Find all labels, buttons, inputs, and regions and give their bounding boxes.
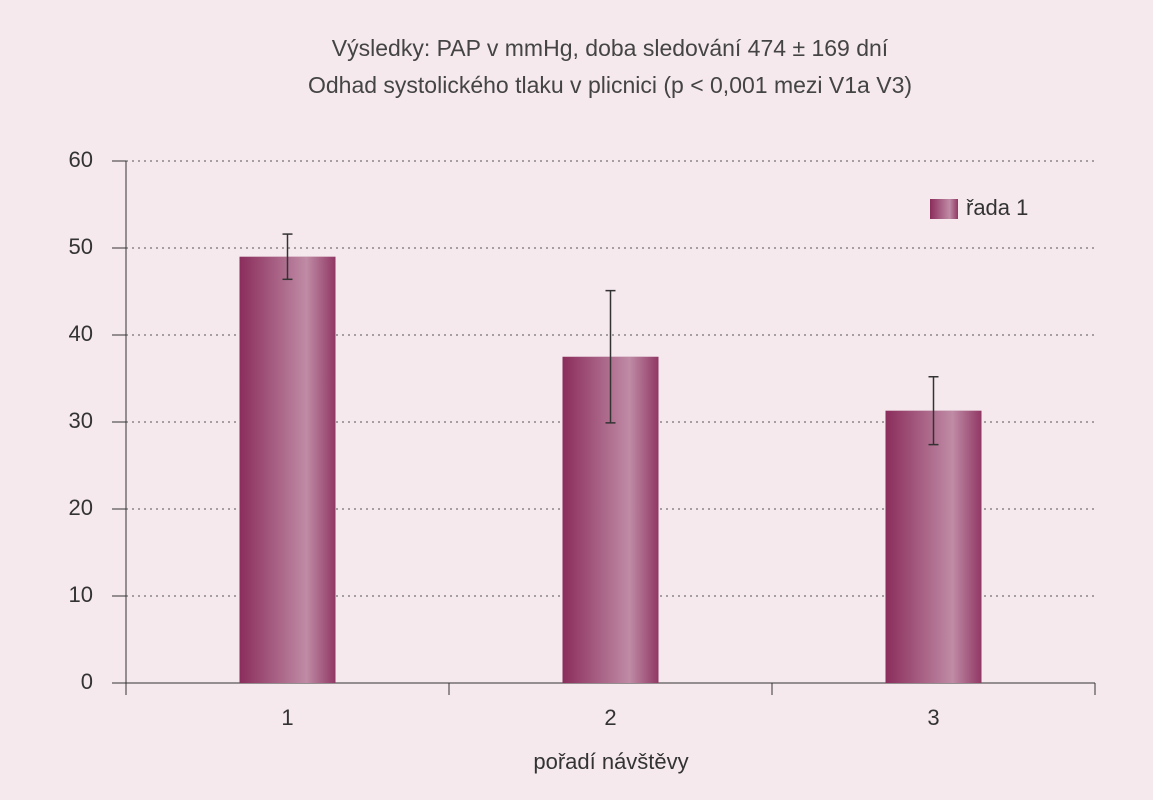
x-tick-label: 1 <box>281 705 293 730</box>
chart-title: Výsledky: PAP v mmHg, doba sledování 474… <box>332 35 889 61</box>
x-axis-label: pořadí návštěvy <box>533 749 688 774</box>
chart-subtitle: Odhad systolického tlaku v plicnici (p <… <box>308 72 912 98</box>
y-tick-label: 20 <box>69 495 93 520</box>
error-bar <box>605 289 616 424</box>
y-tick-label: 50 <box>69 234 93 259</box>
bar-sheen <box>885 410 982 683</box>
y-tick-label: 0 <box>81 669 93 694</box>
error-bar <box>928 376 939 446</box>
x-tick-label: 2 <box>604 705 616 730</box>
error-bar <box>282 233 293 281</box>
y-tick-label: 60 <box>69 147 93 172</box>
legend-sheen <box>930 199 958 219</box>
x-tick-label: 3 <box>927 705 939 730</box>
y-tick-label: 10 <box>69 582 93 607</box>
bar-sheen <box>239 256 336 683</box>
y-tick-label: 40 <box>69 321 93 346</box>
legend-label: řada 1 <box>966 195 1028 220</box>
y-tick-label: 30 <box>69 408 93 433</box>
